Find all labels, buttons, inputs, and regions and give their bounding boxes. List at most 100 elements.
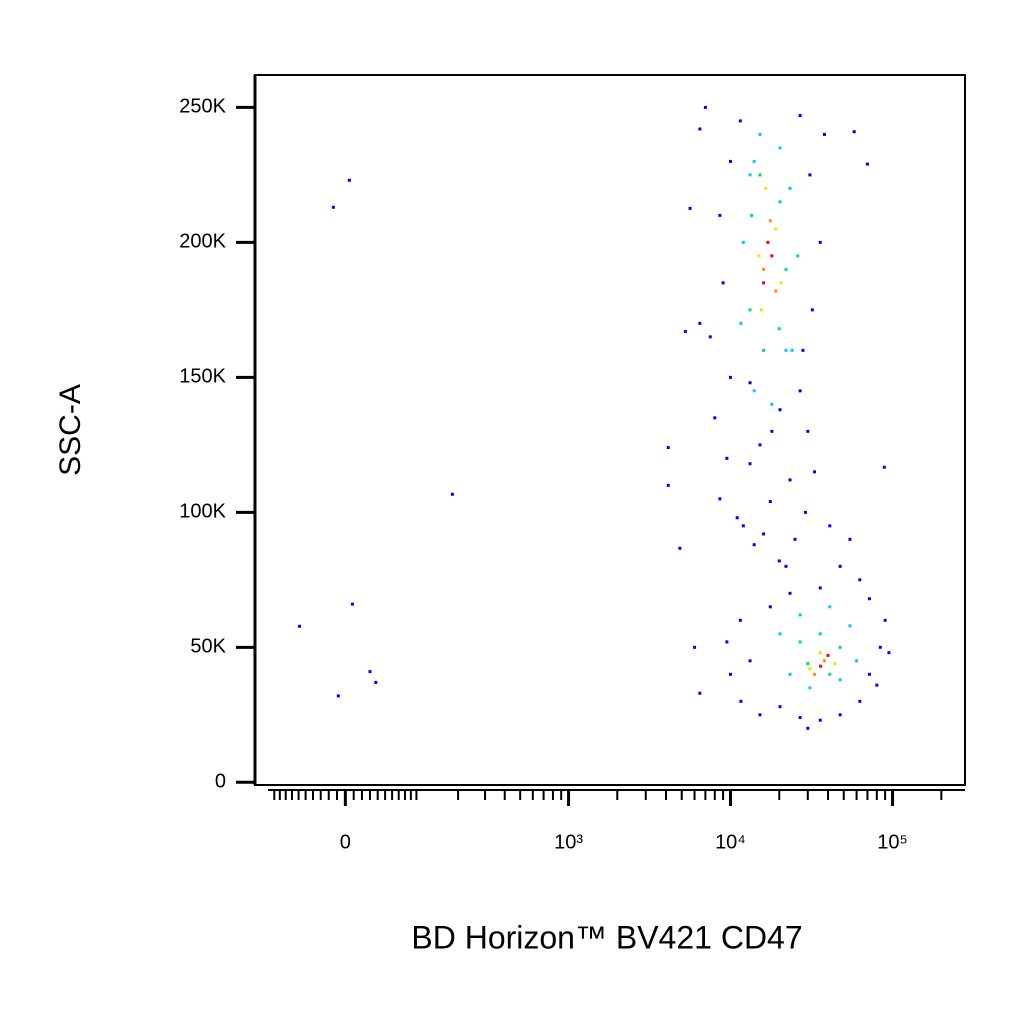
point — [735, 516, 739, 520]
point — [721, 281, 725, 285]
point — [838, 678, 842, 682]
point — [788, 591, 792, 595]
point — [818, 718, 822, 722]
point — [331, 205, 335, 209]
point — [725, 640, 729, 644]
point — [757, 254, 761, 258]
point — [808, 667, 812, 671]
point — [798, 716, 802, 720]
point — [808, 173, 812, 177]
point — [852, 130, 856, 134]
point — [878, 645, 882, 649]
point — [693, 645, 697, 649]
point — [778, 200, 782, 204]
point — [750, 213, 754, 217]
x-tick-label: 10⁵ — [877, 831, 908, 853]
point — [698, 691, 702, 695]
point — [728, 159, 732, 163]
point — [828, 672, 832, 676]
point — [806, 429, 810, 433]
x-tick-label: 10³ — [554, 831, 583, 853]
point — [738, 618, 742, 622]
y-tick-label: 0 — [215, 771, 226, 793]
point — [739, 699, 743, 703]
point — [828, 524, 832, 528]
point — [350, 602, 354, 606]
point — [703, 105, 707, 109]
point — [770, 402, 774, 406]
point — [790, 348, 794, 352]
point — [867, 597, 871, 601]
point — [768, 219, 772, 223]
point — [708, 335, 712, 339]
point — [698, 127, 702, 131]
point — [698, 321, 702, 325]
point — [748, 381, 752, 385]
point — [826, 653, 830, 657]
point — [858, 578, 862, 582]
point — [741, 524, 745, 528]
point — [848, 537, 852, 541]
point — [718, 497, 722, 501]
point — [748, 173, 752, 177]
point — [818, 632, 822, 636]
point — [810, 308, 814, 312]
point — [728, 375, 732, 379]
point — [819, 664, 823, 668]
point — [758, 132, 762, 136]
point — [788, 672, 792, 676]
y-axis-label: SSC-A — [54, 384, 87, 476]
point — [784, 348, 788, 352]
point — [793, 537, 797, 541]
point — [770, 254, 774, 258]
point — [766, 240, 770, 244]
point — [778, 632, 782, 636]
point — [848, 624, 852, 628]
point — [779, 281, 783, 285]
point — [798, 389, 802, 393]
point — [764, 186, 768, 190]
point — [883, 618, 887, 622]
point — [798, 640, 802, 644]
point — [718, 213, 722, 217]
point — [813, 672, 817, 676]
point — [666, 483, 670, 487]
point — [818, 240, 822, 244]
y-tick-label: 100K — [179, 501, 226, 523]
point — [798, 613, 802, 617]
point — [768, 500, 772, 504]
point — [738, 119, 742, 123]
point — [741, 240, 745, 244]
point — [801, 348, 805, 352]
point — [867, 672, 871, 676]
point — [833, 662, 837, 666]
point — [762, 532, 766, 536]
point — [822, 132, 826, 136]
y-tick-label: 150K — [179, 366, 226, 388]
point — [758, 713, 762, 717]
point — [759, 308, 763, 312]
point — [758, 173, 762, 177]
point — [368, 670, 372, 674]
point — [777, 559, 781, 563]
point — [770, 429, 774, 433]
point — [806, 726, 810, 730]
point — [762, 348, 766, 352]
point — [838, 645, 842, 649]
point — [683, 329, 687, 333]
point — [858, 699, 862, 703]
point — [752, 159, 756, 163]
point — [336, 694, 340, 698]
x-axis-label: BD Horizon™ BV421 CD47 — [411, 919, 802, 955]
point — [298, 624, 302, 628]
point — [803, 510, 807, 514]
point — [725, 456, 729, 460]
point — [796, 254, 800, 258]
y-tick-label: 50K — [190, 636, 226, 658]
point — [762, 281, 766, 285]
point — [784, 267, 788, 271]
point — [666, 446, 670, 450]
point — [875, 683, 879, 687]
point — [774, 227, 778, 231]
point — [748, 462, 752, 466]
